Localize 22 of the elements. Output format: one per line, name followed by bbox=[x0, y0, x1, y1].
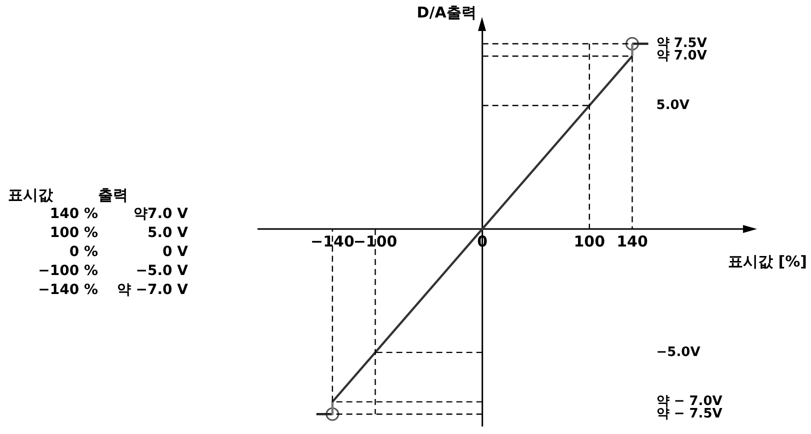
y-tick-label: 약 7.0V bbox=[656, 48, 707, 64]
text: 0 V bbox=[162, 243, 188, 262]
text: −100 % bbox=[37, 262, 98, 281]
text: 5.0 V bbox=[146, 224, 188, 243]
x-tick-label: −100 bbox=[353, 232, 398, 250]
y-tick-label: 약 − 7.5V bbox=[656, 406, 722, 422]
text: −5.0 V bbox=[134, 262, 188, 281]
text: 100 % bbox=[48, 224, 98, 243]
text: 약 −7.0 V bbox=[116, 281, 188, 300]
x-tick-label: 100 bbox=[574, 232, 606, 250]
y-tick-label: 5.0V bbox=[656, 98, 690, 113]
text: 0 % bbox=[68, 243, 98, 262]
y-tick-label: −5.0V bbox=[656, 344, 700, 360]
text: 표시값 bbox=[8, 186, 54, 205]
text: 출력 bbox=[98, 186, 129, 205]
text: 140 % bbox=[48, 205, 98, 224]
x-axis-title: 표시값 [%] bbox=[728, 252, 807, 270]
x-tick-label: 140 bbox=[616, 232, 648, 250]
x-tick-label: −140 bbox=[310, 232, 354, 250]
y-axis-title: D/A출력 bbox=[416, 3, 476, 22]
text: 약7.0 V bbox=[132, 205, 188, 224]
text: −140 % bbox=[37, 281, 98, 300]
